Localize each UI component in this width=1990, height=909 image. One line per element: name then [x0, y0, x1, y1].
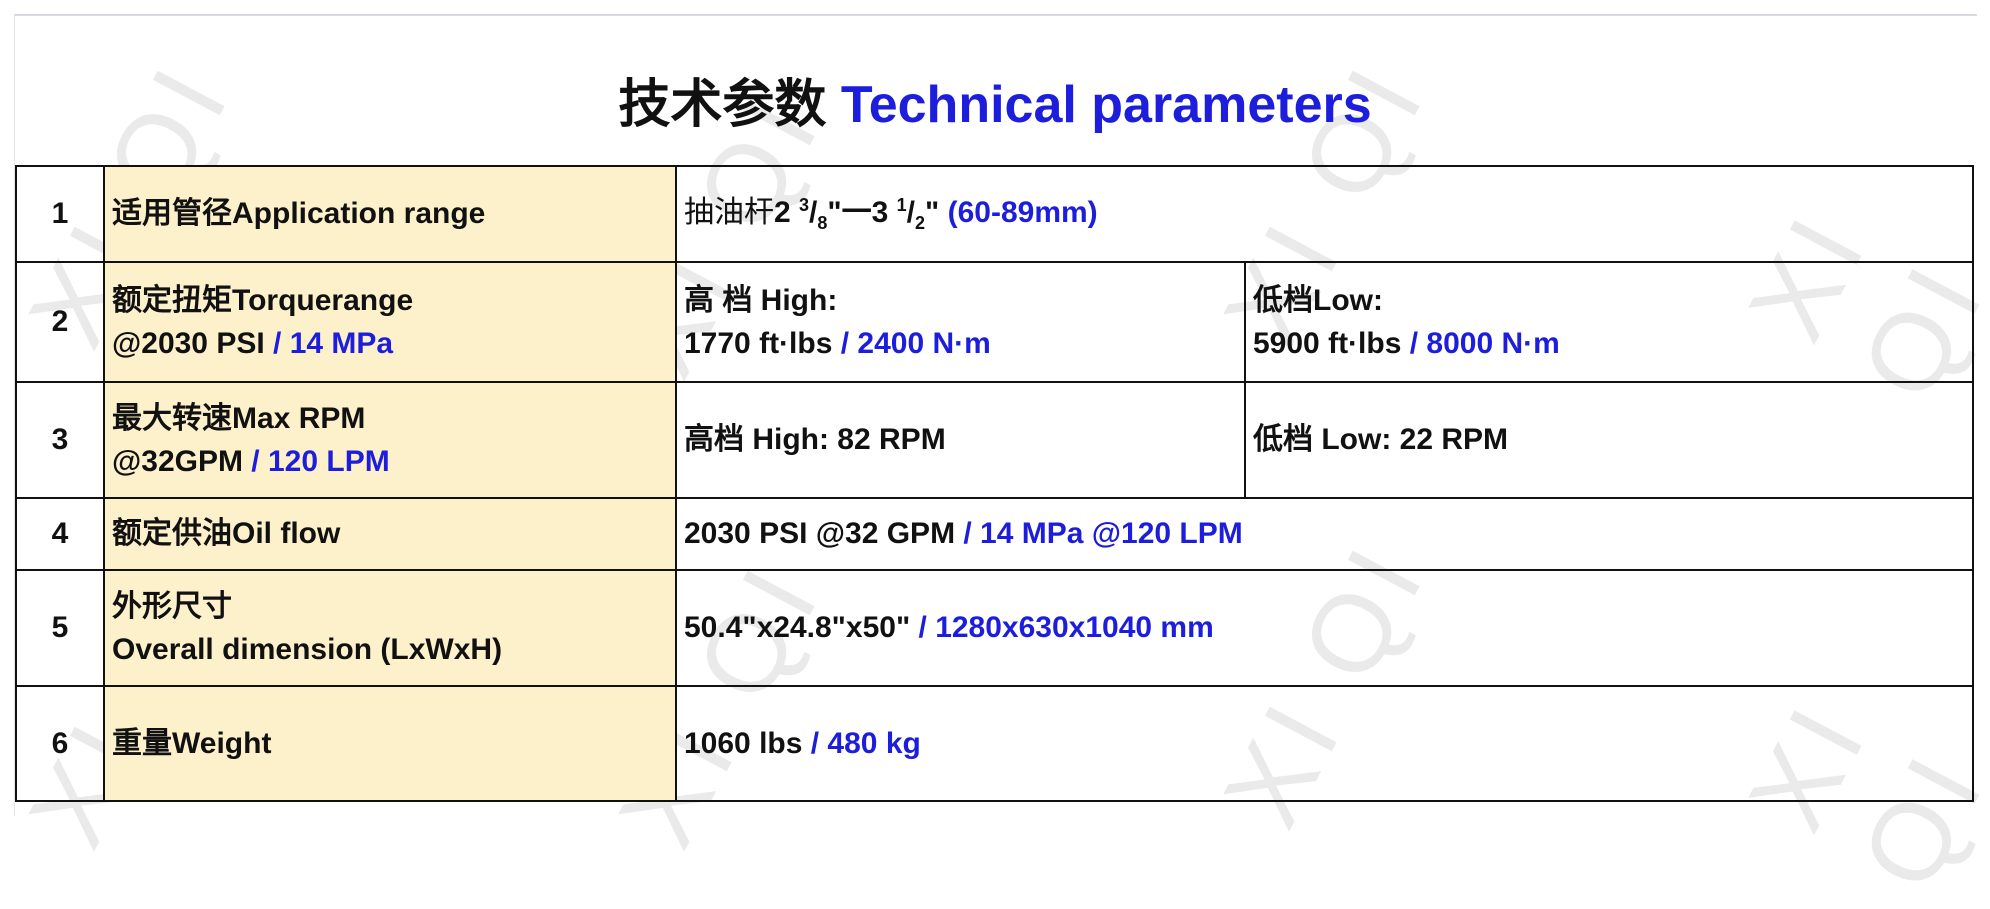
label-line2: @2030 PSI [112, 327, 265, 360]
low-title: 低档Low: [1253, 283, 1383, 317]
label-en: Weight [172, 726, 272, 760]
value: 1060 lbs [684, 726, 803, 760]
low-gear-value: 低档Low: 5900 ft·lbs / 8000 N·m [1244, 261, 1974, 383]
label-en: Torquerange [232, 283, 414, 317]
value-metric: (60-89mm) [947, 196, 1098, 230]
fraction-denominator: 8 [817, 213, 828, 234]
row-label: 额定供油Oil flow [103, 497, 677, 571]
value-part: "一3 [827, 196, 897, 230]
low-gear-value: 低档 Low: 22 RPM [1244, 381, 1974, 499]
row-number: 1 [15, 165, 105, 263]
label-en: Application range [232, 197, 486, 231]
table-row: 6 重量Weight 1060 lbs / 480 kg [15, 685, 1974, 802]
value: 2030 PSI @32 GPM [684, 517, 964, 551]
row-label: 最大转速Max RPM @32GPM / 120 LPM [103, 381, 677, 499]
label-zh: 最大转速 [112, 401, 232, 435]
table-row: 2 额定扭矩Torquerange @2030 PSI / 14 MPa 高 档 … [15, 261, 1974, 383]
label-en: Overall dimension (LxWxH) [112, 633, 503, 666]
high-value: 1770 ft·lbs [684, 327, 833, 360]
label-zh: 重量 [112, 726, 172, 760]
table-row: 5 外形尺寸 Overall dimension (LxWxH) 50.4"x24… [15, 569, 1974, 687]
row-number: 4 [15, 497, 105, 571]
high-value: High: 82 RPM [744, 423, 946, 457]
low-zh: 低档 [1253, 423, 1313, 457]
table-row: 4 额定供油Oil flow 2030 PSI @32 GPM / 14 MPa… [15, 497, 1974, 571]
row-label: 额定扭矩Torquerange @2030 PSI / 14 MPa [103, 261, 677, 383]
title-zh: 技术参数 [618, 76, 827, 134]
fraction-numerator: 1 [896, 195, 907, 216]
title-en: Technical parameters [840, 76, 1372, 134]
value-metric: / 480 kg [802, 726, 921, 760]
fraction-denominator: 2 [915, 213, 926, 234]
row-number: 6 [15, 685, 105, 802]
high-title: 高 档 High: [684, 283, 838, 317]
label-line2-metric: / 14 MPa [264, 327, 394, 360]
label-zh: 额定供油 [112, 517, 232, 551]
value: 50.4"x24.8"x50" [684, 611, 911, 645]
high-value-metric: / 2400 N·m [832, 327, 991, 360]
row-number: 2 [15, 261, 105, 383]
row-value: 2030 PSI @32 GPM / 14 MPa @120 LPM [675, 497, 1974, 571]
low-value-metric: / 8000 N·m [1401, 327, 1560, 360]
label-zh: 外形尺寸 [112, 589, 232, 623]
value-part: " [925, 196, 948, 230]
label-zh: 适用管径 [112, 197, 232, 231]
row-label: 重量Weight [103, 685, 677, 802]
low-value: 5900 ft·lbs [1253, 327, 1402, 360]
table-row: 1 适用管径Application range 抽油杆2 3/8"一3 1/2"… [15, 165, 1974, 263]
label-line2-metric: / 120 LPM [242, 445, 390, 478]
page-title: 技术参数 Technical parameters [0, 62, 1990, 137]
high-zh: 高档 [684, 423, 744, 457]
label-line2: @32GPM [112, 445, 243, 478]
row-number: 5 [15, 569, 105, 687]
parameters-table: 1 适用管径Application range 抽油杆2 3/8"一3 1/2"… [15, 165, 1974, 802]
value-metric: / 14 MPa @120 LPM [963, 517, 1243, 551]
row-value: 抽油杆2 3/8"一3 1/2" (60-89mm) [675, 165, 1974, 263]
page-frame [14, 14, 1977, 816]
row-number: 3 [15, 381, 105, 499]
table-row: 3 最大转速Max RPM @32GPM / 120 LPM 高档 High: 8… [15, 381, 1974, 499]
value-part: 2 [774, 196, 800, 230]
row-label: 外形尺寸 Overall dimension (LxWxH) [103, 569, 677, 687]
row-value: 50.4"x24.8"x50" / 1280x630x1040 mm [675, 569, 1974, 687]
label-en: Oil flow [232, 517, 341, 551]
fraction-numerator: 3 [799, 195, 810, 216]
low-value: Low: 22 RPM [1313, 423, 1509, 457]
high-gear-value: 高档 High: 82 RPM [675, 381, 1246, 499]
label-en: Max RPM [232, 401, 366, 435]
high-gear-value: 高 档 High: 1770 ft·lbs / 2400 N·m [675, 261, 1246, 383]
row-value: 1060 lbs / 480 kg [675, 685, 1974, 802]
label-zh: 额定扭矩 [112, 283, 232, 317]
value-zh: 抽油杆 [684, 196, 774, 230]
row-label: 适用管径Application range [103, 165, 677, 263]
value-metric: / 1280x630x1040 mm [910, 611, 1214, 645]
